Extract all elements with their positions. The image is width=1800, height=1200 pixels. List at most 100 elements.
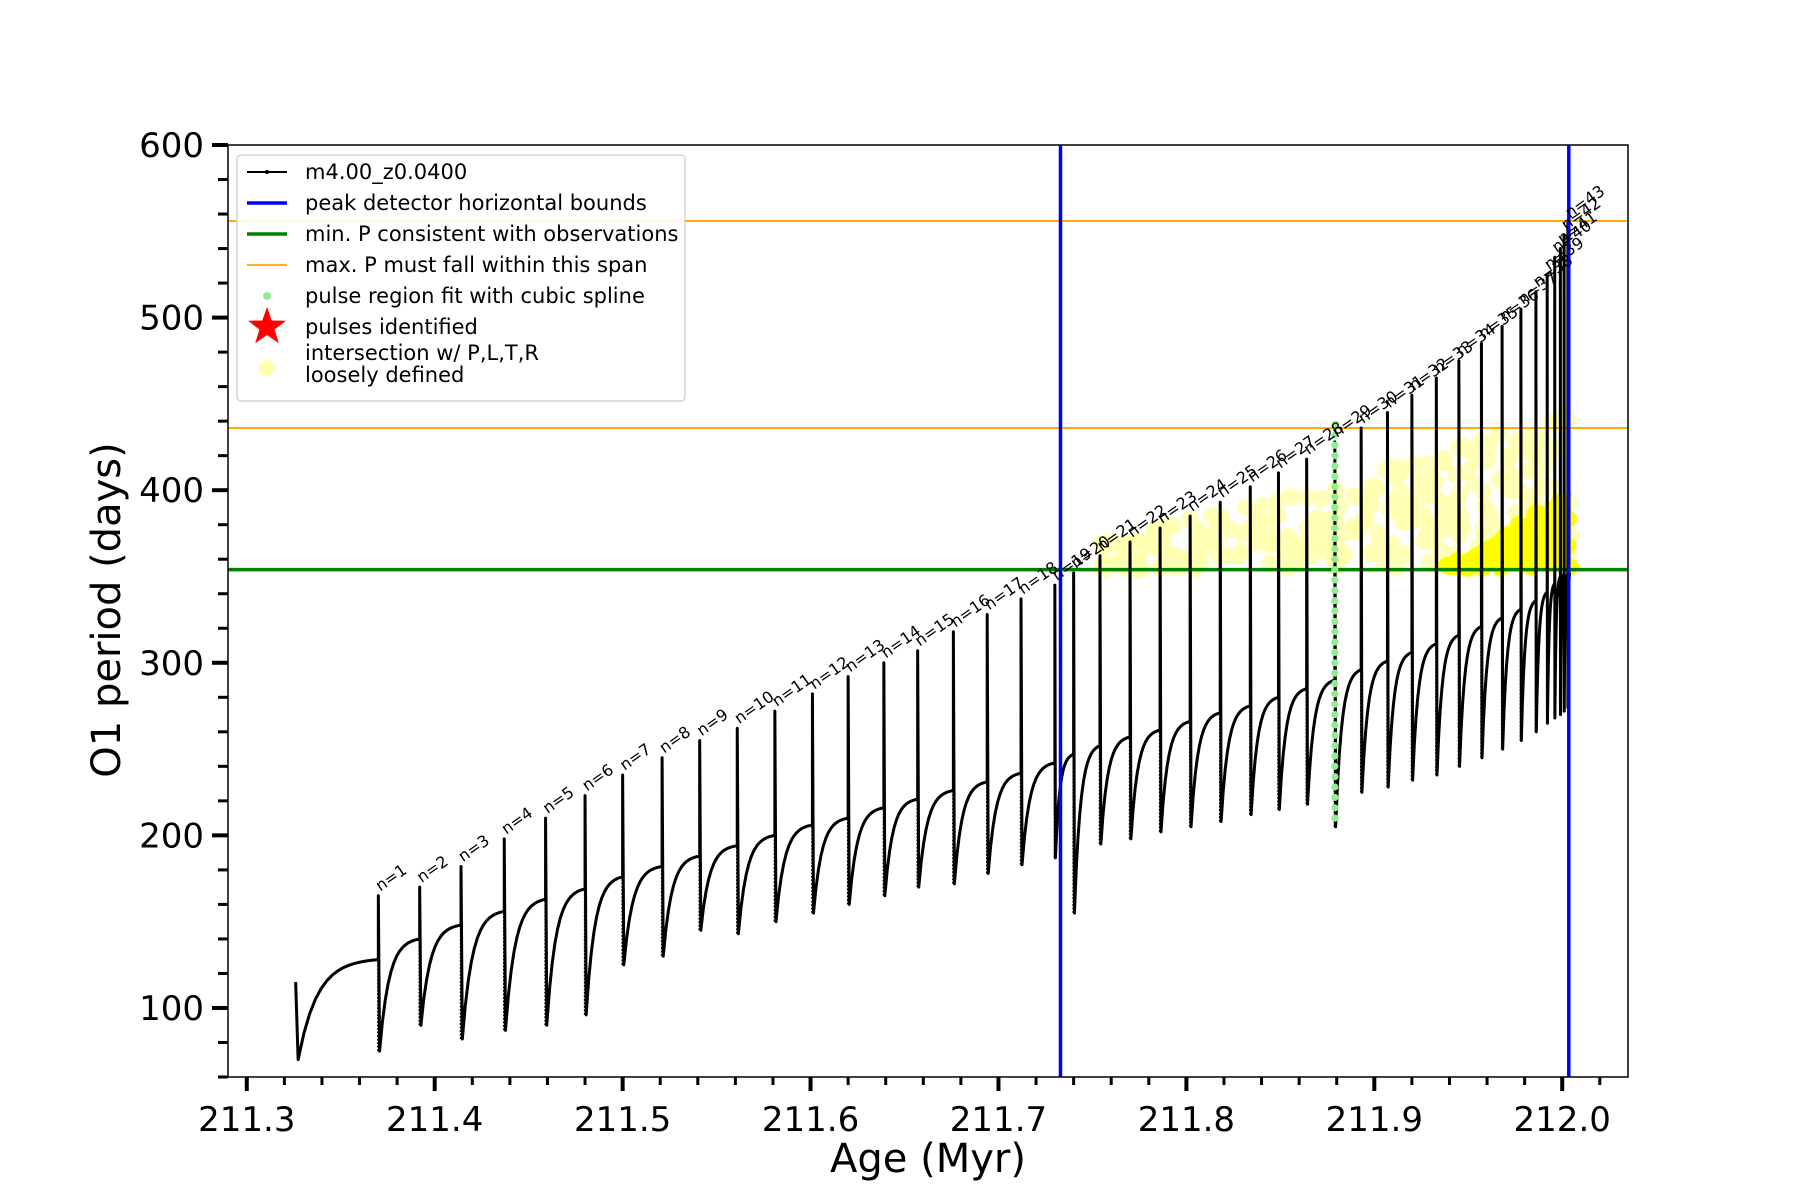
loose-intersection-point: [1190, 529, 1209, 548]
loose-intersection-point: [1336, 524, 1354, 543]
spline-point: [1331, 711, 1339, 719]
spline-point: [1331, 783, 1339, 791]
loose-intersection-point: [1259, 535, 1278, 554]
loose-intersection-point: [1453, 520, 1472, 539]
y-tick-label: 500: [139, 299, 204, 339]
spline-point: [1331, 793, 1339, 802]
loose-intersection-point: [1381, 501, 1400, 520]
plot-area: [228, 145, 1628, 1077]
loose-intersection-point: [1112, 552, 1131, 571]
spline-point: [1331, 700, 1339, 708]
spline-region: [1331, 421, 1339, 822]
legend-swatch: [259, 360, 275, 376]
loose-intersection-point: [1364, 477, 1383, 496]
y-tick-label: 200: [139, 816, 204, 856]
loose-intersection-point: [1464, 474, 1483, 493]
loose-intersection-point: [1232, 543, 1251, 562]
x-tick-label: 211.4: [386, 1100, 483, 1140]
plot-frame: [227, 144, 1629, 1078]
spline-point: [1331, 503, 1339, 511]
spline-point: [1331, 731, 1339, 739]
x-tick-label: 211.5: [574, 1100, 671, 1140]
dense-intersection-point: [1515, 523, 1532, 540]
spline-point: [1331, 742, 1339, 750]
y-tick-label: 100: [139, 989, 204, 1029]
dense-intersection-point: [1521, 549, 1537, 566]
loose-intersection-point: [1345, 487, 1364, 506]
loose-intersection-point: [1503, 469, 1522, 488]
loose-intersection-point: [1312, 489, 1331, 508]
legend-label: min. P consistent with observations: [305, 222, 678, 246]
y-tick-label: 300: [139, 644, 204, 684]
spline-point: [1331, 576, 1339, 584]
loose-intersection-point: [1499, 447, 1518, 465]
loose-intersection-point: [1249, 515, 1268, 534]
spline-point: [1331, 545, 1339, 553]
spline-point: [1331, 586, 1339, 594]
period-series-line: [294, 221, 1572, 1062]
loose-intersection-point: [1420, 554, 1439, 573]
loose-intersection-point: [1515, 442, 1534, 461]
legend-swatch: [263, 292, 271, 300]
loose-intersection-point: [1475, 518, 1493, 537]
y-axis-label: O1 period (days): [84, 442, 130, 777]
loose-intersection-point: [1279, 550, 1298, 569]
loose-intersection-point: [1123, 534, 1142, 553]
loose-intersection-point: [1434, 450, 1453, 469]
spline-point: [1331, 679, 1339, 688]
spline-point: [1331, 472, 1339, 480]
x-tick-label: 212.0: [1514, 1100, 1611, 1140]
spline-point: [1331, 628, 1339, 636]
legend-label: m4.00_z0.0400: [305, 160, 467, 185]
loose-intersection-point: [1395, 545, 1414, 564]
loose-intersection-point: [1165, 558, 1184, 576]
loose-intersection-point: [1423, 469, 1442, 487]
legend-label: pulse region fit with cubic spline: [305, 284, 645, 308]
spline-point: [1331, 566, 1339, 574]
spline-point: [1331, 421, 1339, 429]
spline-point: [1331, 752, 1339, 760]
spline-point: [1331, 617, 1339, 626]
loose-intersection-point: [1405, 488, 1424, 507]
legend-box: [236, 154, 686, 402]
legend-swatch-star: [248, 307, 286, 344]
x-tick-label: 211.9: [1326, 1100, 1423, 1140]
loose-intersection-point: [1520, 461, 1539, 480]
spline-point: [1331, 524, 1339, 532]
spline-point: [1331, 441, 1339, 449]
loose-intersection-point: [1409, 471, 1428, 490]
spline-point: [1331, 452, 1339, 460]
x-tick-label: 211.6: [762, 1100, 859, 1140]
x-tick-label: 211.3: [198, 1100, 295, 1140]
spline-point: [1331, 462, 1339, 470]
loose-intersection-point: [1316, 527, 1335, 545]
spline-point: [1331, 638, 1339, 646]
y-axis: 100 200 300 400 500 600: [139, 126, 228, 1079]
loose-intersection-point: [1093, 537, 1112, 556]
loose-intersection-point: [1313, 511, 1332, 530]
vertical-lines: [1058, 145, 1571, 1077]
loose-intersection-point: [1362, 495, 1381, 514]
legend-label: max. P must fall within this span: [305, 253, 647, 277]
spline-point: [1331, 814, 1339, 822]
spline-point: [1331, 648, 1339, 657]
spline-point: [1331, 721, 1339, 729]
spline-point: [1331, 483, 1339, 491]
spline-point: [1331, 493, 1339, 501]
dense-intersection-point: [1437, 557, 1454, 574]
loose-intersection-point: [1394, 513, 1413, 532]
spline-point: [1331, 804, 1339, 812]
spline-point: [1331, 659, 1339, 667]
x-tick-label: 211.7: [950, 1100, 1047, 1140]
loose-intersection-point: [1190, 554, 1209, 573]
legend-label: intersection w/ P,L,T,R loosely defined: [305, 341, 539, 387]
spline-point: [1331, 431, 1339, 439]
loose-intersection-point: [1281, 488, 1300, 507]
legend-label: pulses identified: [305, 315, 478, 339]
dense-intersection-point: [1535, 508, 1552, 525]
spline-point: [1331, 607, 1339, 615]
spline-point: [1331, 773, 1339, 781]
legend-label: peak detector horizontal bounds: [305, 191, 647, 215]
dense-intersection-point: [1487, 540, 1504, 557]
